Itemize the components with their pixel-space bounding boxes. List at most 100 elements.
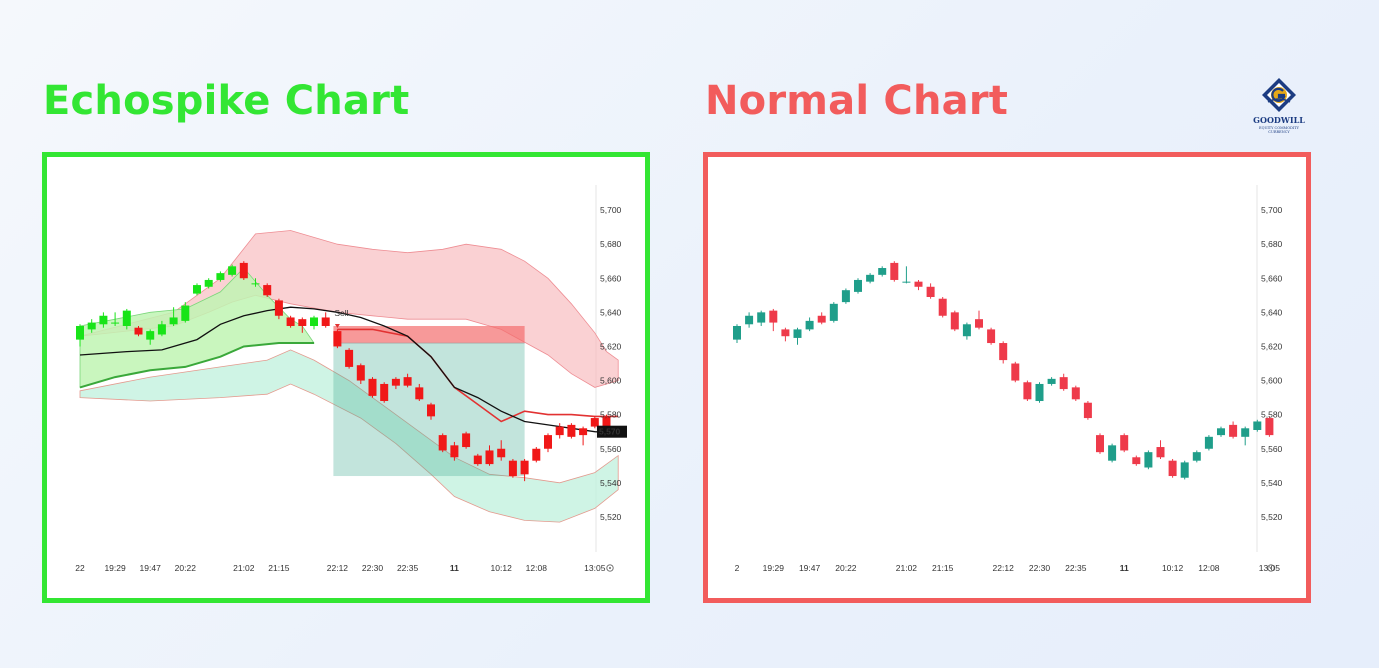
candle-body [975,319,983,328]
candle [321,312,330,328]
candle [914,279,923,291]
goodwill-logo: GOODWILL EQUITY COMMODITY CURRENCY [1248,76,1310,138]
candle-body [1156,447,1165,458]
candle-body [555,426,564,436]
candle [450,441,459,461]
candle [1132,455,1141,466]
candle-body [356,365,365,381]
candle [590,416,599,429]
candle-body [829,303,838,321]
candle [567,423,576,439]
candle [181,302,190,323]
candle-body [1265,418,1274,436]
y-tick-label: 5,560 [600,444,622,454]
candle [950,310,959,332]
candle [438,433,447,453]
candle-body [567,424,576,437]
candle-body [216,273,225,280]
candle [87,319,96,333]
candle [1168,458,1177,478]
candle [1180,460,1189,480]
candle [781,327,790,342]
settings-icon [606,564,614,572]
candle [1253,419,1262,432]
candle-body [1192,452,1201,461]
candle [462,431,471,449]
candle [532,447,541,463]
candle [204,278,213,289]
candle-body [1253,421,1262,430]
x-tick-label: 12:08 [1198,563,1220,573]
y-tick-label: 5,620 [1261,341,1283,351]
candle [1035,382,1044,403]
y-tick-label: 5,660 [1261,273,1283,283]
candle [890,261,899,282]
candle [999,341,1008,364]
candle [926,283,935,299]
candle [544,433,552,453]
candle-body [1229,424,1238,437]
candle [1023,380,1032,402]
y-tick-label: 5,520 [1261,512,1283,522]
candle [866,273,875,284]
trend-band-line [79,342,314,389]
candle [146,329,155,345]
candle-body [854,279,862,292]
y-tick-label: 5,620 [600,341,622,351]
candle [878,266,887,277]
candle-body [204,279,213,287]
candle-body [321,317,330,326]
candle-body [733,325,741,340]
candle-body [1083,402,1092,419]
candle-body [962,324,971,337]
logo-tagline: EQUITY COMMODITY CURRENCY [1259,126,1299,134]
x-tick-label: 22 [75,563,85,573]
echospike-chart-panel: Sell 5,520 5,540 5,560 5,580 5,600 5,620 5,640 5… [42,152,650,603]
candle [368,377,377,398]
candle-body [391,378,400,386]
y-tick-label: 5,580 [600,410,622,420]
y-tick-label: 5,560 [1261,444,1283,454]
settings-icon-ring [606,564,614,572]
echospike-chart: Sell 5,520 5,540 5,560 5,580 5,600 5,620 5,640 5… [75,185,627,573]
candle-body [239,262,248,279]
candle [520,458,529,482]
candle [1217,426,1225,437]
candle [841,288,850,304]
x-tick-label: 21:02 [896,563,918,573]
candle-body [134,327,143,335]
candle [1096,433,1104,454]
candle [473,453,482,466]
candle-body [1023,382,1032,400]
candle-body [890,262,899,280]
x-tick-label: 19:29 [104,563,126,573]
candle-body [520,460,529,475]
candle [485,445,494,466]
candle-body [99,315,108,325]
candle [403,373,412,388]
y-tick-label: 5,700 [1261,205,1283,215]
candle-body [1071,387,1080,400]
candle-body [1059,377,1068,390]
candle-body [1120,435,1129,451]
candle-body [286,317,295,326]
candle-body [781,329,790,337]
candle [733,324,741,344]
candle-body [1132,457,1141,465]
candle-body [878,268,887,275]
candle-body [1204,436,1213,449]
candle [298,317,307,333]
candle [122,308,131,330]
candle-body [805,320,814,330]
candle-body [508,460,517,477]
candle-body [228,266,237,275]
y-tick-label: 5,680 [1261,239,1283,249]
candle [356,363,365,384]
candle [1192,450,1201,463]
x-tick-label: 13:05 [1259,563,1281,573]
y-tick-label: 5,600 [600,376,622,386]
settings-icon [1267,564,1275,572]
candle-body [544,435,552,449]
candle [769,308,778,332]
last-price-tag-bg [597,425,627,438]
